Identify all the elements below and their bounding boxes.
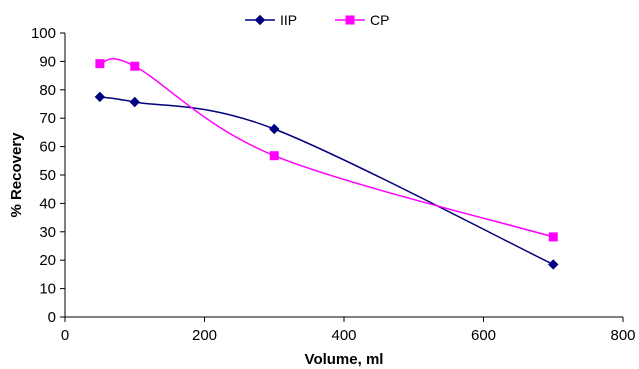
legend-label-iip: IIP [280,12,297,28]
axes: 0 10 20 30 40 50 60 70 80 90 100 0 200 400 600 800 [31,25,636,344]
data-point-iip [269,123,280,135]
y-tick-label: 70 [39,110,56,127]
data-point-cp [269,151,279,161]
series-cp [95,58,558,242]
y-tick-label: 0 [48,309,56,326]
data-point-cp [548,232,558,242]
data-point-iip [548,259,559,270]
legend-marker-cp [345,15,355,25]
y-axis-title: % Recovery [8,132,25,218]
y-tick-label: 100 [31,25,56,42]
data-point-iip [94,91,106,103]
x-tick-label: 600 [471,327,496,344]
x-tick-label: 200 [192,327,217,344]
y-tick-label: 60 [39,139,56,156]
legend: IIP CP [245,12,389,28]
y-tick-label: 20 [39,252,56,269]
y-tick-label: 10 [39,281,56,298]
legend-marker-iip [254,14,266,26]
data-point-iip [129,96,140,108]
series-line-cp [99,58,554,238]
y-tick-label: 90 [39,53,56,70]
series-layer [94,58,559,270]
y-tick-label: 40 [39,195,56,212]
x-tick-label: 800 [610,327,635,344]
x-tick-label: 400 [331,327,356,344]
legend-item-cp: CP [335,12,389,28]
y-tick-label: 30 [39,224,56,241]
x-tick-label: 0 [61,327,69,344]
x-axis-title: Volume, ml [305,351,384,368]
legend-item-iip: IIP [245,12,297,28]
series-iip [94,91,559,270]
legend-label-cp: CP [370,12,389,28]
data-point-cp [130,61,140,71]
series-line-iip [99,96,554,266]
y-tick-label: 80 [39,82,56,99]
y-tick-label: 50 [39,167,56,184]
data-point-cp [95,59,105,69]
